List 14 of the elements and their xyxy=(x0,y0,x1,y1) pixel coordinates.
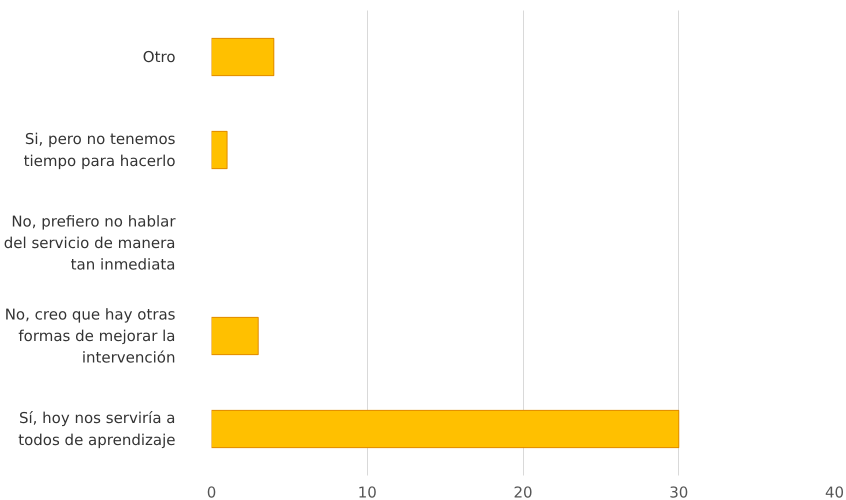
x-tick-label: 30 xyxy=(669,484,688,500)
bar xyxy=(212,316,259,356)
x-tick-label: 40 xyxy=(824,484,844,500)
x-tick-label: 0 xyxy=(206,484,216,500)
bar xyxy=(212,410,680,448)
x-tick-label: 10 xyxy=(358,484,377,500)
bar xyxy=(212,130,228,170)
bar xyxy=(212,38,274,76)
x-tick-label: 20 xyxy=(513,484,533,500)
y-tick-label: Si, pero no tenemos tiempo para hacerlo xyxy=(24,130,176,170)
y-tick-label: Sí, hoy nos serviría a todos de aprendizaje xyxy=(18,409,176,449)
y-tick-label: No, prefiero no hablar del servicio de manera tan inmediata xyxy=(4,212,176,274)
y-tick-label: No, creo que hay otras formas de mejorar la intervención xyxy=(4,305,176,367)
y-tick-label: Otro xyxy=(142,48,176,66)
